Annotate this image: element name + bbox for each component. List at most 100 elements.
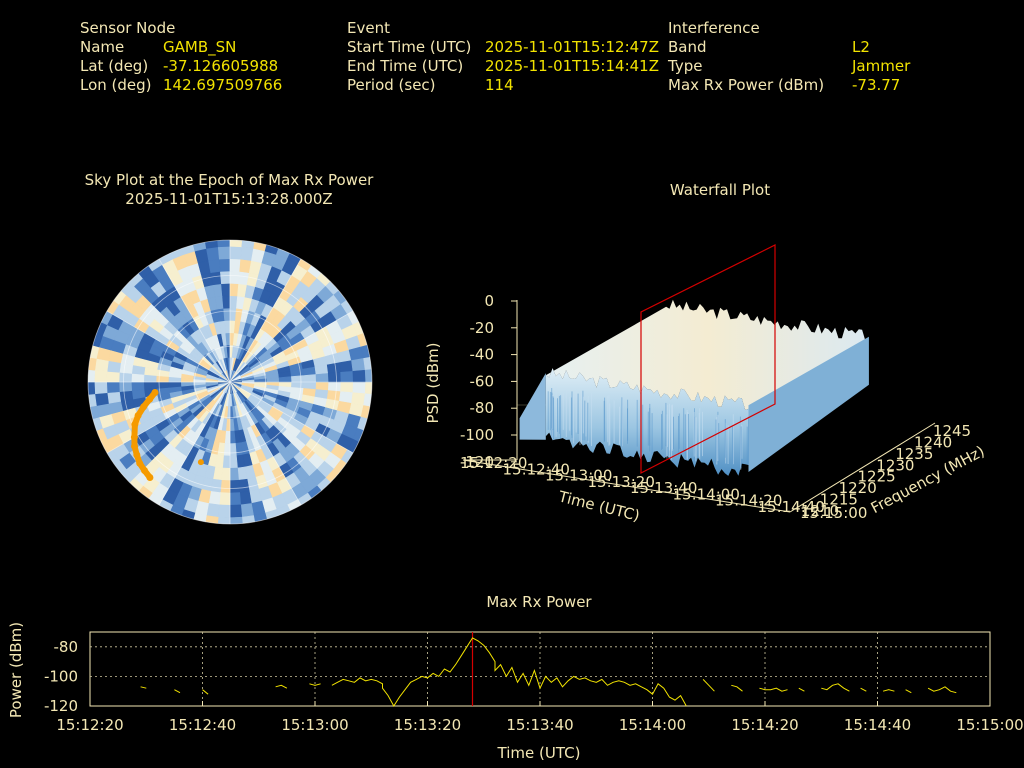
satellite-track-point <box>130 433 138 441</box>
waterfall-epoch-plane <box>640 244 776 474</box>
satellite-track-point <box>141 467 148 474</box>
waterfall-title: Waterfall Plot <box>669 181 771 199</box>
event-end-label: End Time (UTC) <box>347 57 464 75</box>
satellite-track-point <box>133 451 141 459</box>
sky-heatmap-cells <box>88 240 372 524</box>
sky-cell <box>352 369 367 383</box>
sensor-lon-label: Lon (deg) <box>80 76 152 94</box>
interference-type-label: Type <box>668 57 703 75</box>
sky-cell <box>239 490 252 506</box>
waterfall-z-tick-label: -60 <box>470 372 495 390</box>
sky-cell <box>223 307 231 321</box>
sky-cell <box>106 381 120 394</box>
sensor-name-label: Name <box>80 38 125 56</box>
max-rx-power-chart: 15:12:20 15:12:40 15:13:00 15:13:20 15:13:40… <box>7 622 1024 762</box>
satellite-track-point <box>134 412 142 419</box>
satellite-track-point <box>131 442 138 450</box>
waterfall-y-tick-label: 1225 <box>858 468 896 486</box>
waterfall-y-tick-label: 1235 <box>895 445 933 463</box>
waterfall-z-tick-label: -20 <box>470 319 495 337</box>
event-start-label: Start Time (UTC) <box>347 38 472 56</box>
power-x-axis-label: Time (UTC) <box>497 744 581 762</box>
power-series-segment <box>927 686 957 694</box>
sky-cell <box>219 270 231 285</box>
sky-cell <box>303 374 317 383</box>
power-series <box>140 637 957 707</box>
waterfall-surface <box>519 299 869 476</box>
satellite-track <box>130 389 204 481</box>
power-x-tick-label: 15:14:20 <box>731 716 798 734</box>
sky-cell <box>118 371 133 383</box>
sky-cell <box>229 467 239 482</box>
waterfall-y-tick-label: 1220 <box>839 479 877 497</box>
max-rx-power-title: Max Rx Power <box>486 593 592 611</box>
power-series-segment <box>202 689 209 695</box>
power-series-segment <box>759 687 788 692</box>
waterfall-y-tick-label: 1240 <box>914 433 952 451</box>
sky-cell <box>229 282 239 297</box>
sky-cell <box>327 371 342 383</box>
waterfall-frequency-axis-line <box>789 422 936 513</box>
sky-cell <box>210 271 222 286</box>
sky-cell <box>340 370 354 383</box>
power-grid <box>90 632 990 706</box>
power-y-axis-label: Power (dBm) <box>7 622 25 718</box>
sky-cell <box>218 492 231 506</box>
sky-cell <box>266 377 280 383</box>
sky-cell <box>240 503 254 518</box>
sky-cell <box>229 479 241 494</box>
sky-azimuth-spoke <box>106 381 231 454</box>
sky-cell <box>221 467 231 482</box>
power-x-tick-label: 15:12:20 <box>56 716 123 734</box>
waterfall-z-tick-label: -80 <box>470 399 495 417</box>
waterfall-z-tick-label: -100 <box>460 426 494 444</box>
sky-azimuth-spoke <box>106 310 231 383</box>
sky-cell <box>229 455 238 469</box>
waterfall-tick-labels: 0-20-40-60-80-100-12015:12:2015:12:4015:… <box>424 292 988 525</box>
power-series-segment <box>275 684 288 689</box>
sky-cell <box>326 362 341 374</box>
sky-cell <box>180 381 194 387</box>
sky-cell <box>218 258 231 272</box>
sky-cell <box>167 381 182 388</box>
sky-cell <box>229 245 243 260</box>
waterfall-top-surface <box>545 299 869 410</box>
waterfall-y-tick-label: 1215 <box>820 491 858 509</box>
sky-cell <box>315 373 330 383</box>
satellite-track-point <box>146 474 154 481</box>
event-end-value: 2025-11-01T15:14:41Z <box>485 57 659 75</box>
waterfall-x-tick-label: 15:14:40 <box>758 498 825 516</box>
satellite-track-point <box>146 395 154 403</box>
sensor-node-heading: Sensor Node <box>80 19 176 37</box>
waterfall-y-tick-label: 1245 <box>933 422 971 440</box>
waterfall-z-tick-label: -40 <box>470 346 495 364</box>
power-x-tick-label: 15:14:00 <box>619 716 686 734</box>
sky-cell <box>229 258 242 272</box>
sky-cell <box>130 381 145 391</box>
sky-cell <box>217 245 231 260</box>
waterfall-z-axis-label: PSD (dBm) <box>424 342 442 423</box>
sky-cell <box>106 391 122 404</box>
power-x-tick-label: 15:13:00 <box>281 716 348 734</box>
sky-azimuth-spoke <box>229 381 302 506</box>
satellite-isolated-point <box>197 459 204 466</box>
sky-cell <box>340 381 354 394</box>
sky-cell <box>315 381 330 391</box>
interference-type-value: Jammer <box>852 57 911 75</box>
power-series-segment <box>174 689 181 694</box>
power-series-segment <box>309 683 321 686</box>
power-x-tick-label: 15:13:20 <box>394 716 461 734</box>
sky-cell <box>119 390 134 402</box>
sky-azimuth-spoke <box>229 258 302 383</box>
power-series-segment <box>731 684 743 692</box>
event-period-value: 114 <box>485 76 514 94</box>
sky-cell <box>229 270 241 285</box>
sky-cell <box>229 504 243 519</box>
interference-band-label: Band <box>668 38 707 56</box>
waterfall-z-tick-label: -120 <box>460 453 494 471</box>
sky-cell <box>229 443 237 457</box>
power-y-tick-label: -80 <box>54 638 79 656</box>
sky-cell <box>338 360 354 373</box>
sky-cell <box>327 381 342 393</box>
sky-cell <box>219 479 231 494</box>
